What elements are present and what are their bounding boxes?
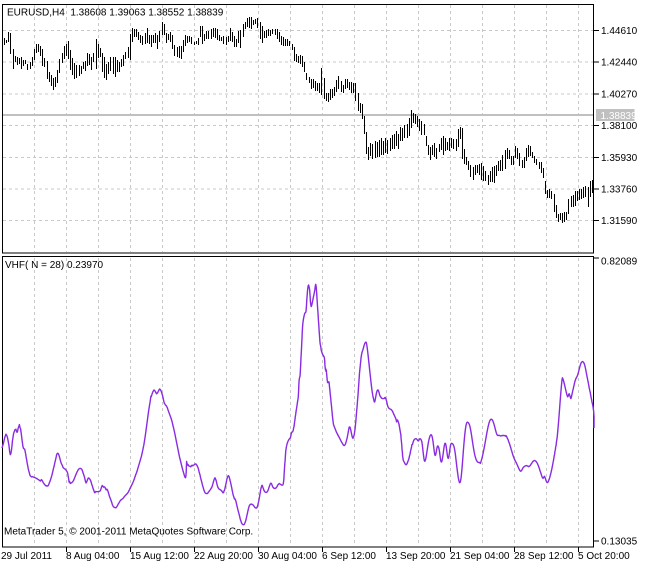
svg-text:29 Jul 2011: 29 Jul 2011 bbox=[1, 551, 52, 562]
svg-text:1.38839: 1.38839 bbox=[601, 111, 638, 122]
svg-text:8 Aug 04:00: 8 Aug 04:00 bbox=[66, 551, 120, 562]
svg-text:VHF( N = 28) 0.23970: VHF( N = 28) 0.23970 bbox=[5, 260, 104, 271]
svg-text:MetaTrader 5, © 2001-2011 Meta: MetaTrader 5, © 2001-2011 MetaQuotes Sof… bbox=[4, 527, 253, 538]
svg-text:13 Sep 20:00: 13 Sep 20:00 bbox=[386, 551, 446, 562]
svg-text:1.35930: 1.35930 bbox=[601, 153, 638, 164]
svg-text:1.31590: 1.31590 bbox=[601, 216, 638, 227]
svg-text:6 Sep 12:00: 6 Sep 12:00 bbox=[322, 551, 376, 562]
svg-text:1.33760: 1.33760 bbox=[601, 185, 638, 196]
svg-text:30 Aug 04:00: 30 Aug 04:00 bbox=[258, 551, 317, 562]
svg-text:1.42440: 1.42440 bbox=[601, 58, 638, 69]
svg-text:22 Aug 20:00: 22 Aug 20:00 bbox=[194, 551, 253, 562]
svg-text:5 Oct 20:00: 5 Oct 20:00 bbox=[578, 551, 630, 562]
svg-text:1.38100: 1.38100 bbox=[601, 121, 638, 132]
svg-text:EURUSD,H4 1.38608 1.39063 1.3: EURUSD,H4 1.38608 1.39063 1.38552 1.3883… bbox=[7, 8, 224, 19]
svg-text:0.82089: 0.82089 bbox=[601, 257, 638, 268]
svg-text:1.44610: 1.44610 bbox=[601, 26, 638, 37]
svg-text:15 Aug 12:00: 15 Aug 12:00 bbox=[130, 551, 189, 562]
svg-text:28 Sep 12:00: 28 Sep 12:00 bbox=[514, 551, 574, 562]
svg-text:21 Sep 04:00: 21 Sep 04:00 bbox=[450, 551, 510, 562]
svg-text:1.40270: 1.40270 bbox=[601, 89, 638, 100]
svg-text:0.13035: 0.13035 bbox=[601, 537, 638, 548]
